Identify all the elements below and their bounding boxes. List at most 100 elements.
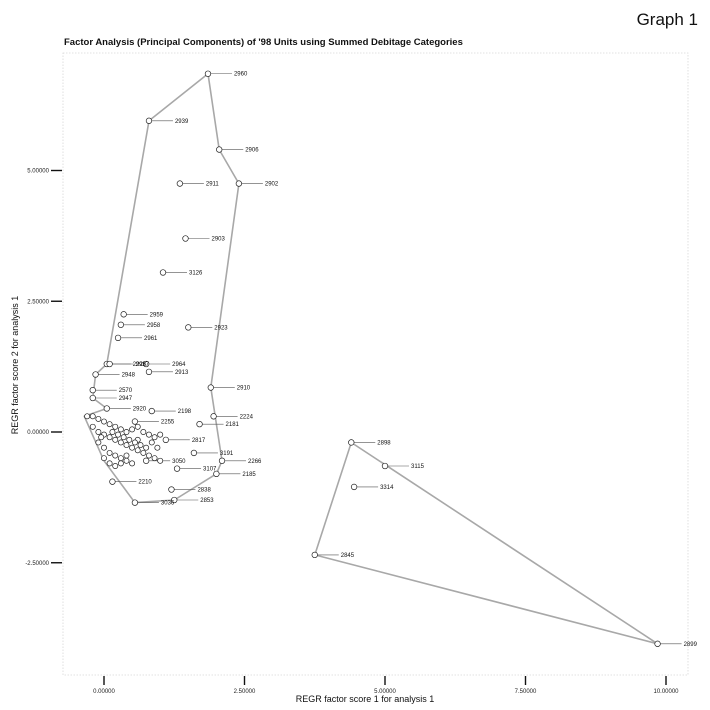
point-label: 2845	[341, 553, 355, 559]
cluster-point	[95, 439, 102, 446]
data-point	[207, 384, 214, 391]
data-point	[196, 421, 203, 428]
data-point	[92, 371, 99, 378]
cluster-point	[106, 434, 113, 441]
x-tick-label: 10.00000	[653, 689, 679, 695]
data-point	[210, 413, 217, 420]
cluster-point	[106, 449, 113, 456]
data-point	[218, 457, 226, 464]
cluster-point	[134, 423, 141, 430]
data-points	[84, 70, 661, 647]
cluster-point	[106, 460, 113, 467]
data-point	[120, 311, 127, 318]
data-point	[204, 70, 212, 77]
cluster-point	[120, 434, 127, 441]
label-connectors	[95, 73, 682, 645]
data-point	[168, 486, 175, 493]
cluster-point	[140, 429, 147, 435]
point-label: 2898	[377, 440, 391, 446]
cluster-point	[137, 442, 144, 449]
cluster-point	[117, 426, 124, 433]
cluster-point	[140, 449, 147, 456]
cluster-point	[112, 436, 119, 443]
cluster-point	[151, 434, 158, 441]
point-label: 3126	[189, 270, 203, 276]
data-point	[89, 387, 96, 394]
point-label: 3050	[172, 459, 186, 465]
cluster-point	[146, 431, 152, 438]
data-point	[162, 436, 169, 443]
data-point	[103, 405, 110, 412]
point-label: 2817	[192, 438, 206, 444]
point-label: 2937	[136, 362, 150, 368]
cluster-point	[115, 431, 122, 438]
data-point	[145, 368, 153, 376]
cluster-point	[151, 455, 158, 462]
y-tick-label: 5.00000	[27, 169, 49, 175]
cluster-point	[154, 444, 161, 451]
point-label: 2906	[245, 148, 259, 154]
cluster-point	[129, 460, 136, 467]
cluster-point	[106, 421, 113, 428]
x-tick-label: 0.00000	[93, 689, 115, 695]
hull-outlines	[83, 73, 659, 645]
cluster-point	[117, 439, 124, 446]
cluster-point	[95, 429, 102, 435]
cluster-point	[117, 460, 124, 467]
x-tick-label: 5.00000	[374, 689, 396, 695]
x-tick-label: 2.50000	[234, 689, 256, 695]
point-label: 2570	[119, 388, 133, 394]
data-point	[213, 470, 220, 477]
cluster-point	[126, 436, 133, 443]
point-label: 2181	[226, 422, 240, 428]
point-label: 3314	[380, 485, 394, 491]
point-label: 2255	[161, 420, 175, 426]
cluster-point	[148, 439, 155, 446]
data-point	[117, 321, 125, 328]
cluster-point	[101, 418, 107, 425]
y-tick-label: 0.00000	[27, 430, 49, 436]
cluster-point	[131, 439, 138, 446]
point-label: 3191	[220, 451, 234, 457]
cluster-point	[101, 455, 107, 462]
cluster-point	[123, 429, 130, 435]
point-label: 2928	[133, 362, 147, 368]
data-point	[106, 360, 113, 368]
data-point	[185, 324, 192, 331]
x-tick-label: 7.50000	[515, 689, 537, 695]
point-label: 2185	[242, 472, 256, 478]
data-point	[173, 465, 181, 472]
cluster-point	[157, 457, 164, 464]
data-point	[654, 640, 661, 647]
cluster-point	[123, 442, 130, 449]
cluster-point	[123, 452, 130, 459]
data-point	[131, 418, 139, 425]
data-point	[190, 449, 198, 457]
point-label: 2947	[119, 396, 133, 402]
point-label: 2913	[175, 370, 189, 376]
point-label: 2899	[684, 642, 698, 648]
point-label: 2960	[234, 72, 248, 78]
axes: -2.50000 0.00000 2.50000 5.00000 0.00000 2.50…	[25, 169, 679, 696]
cluster-point	[89, 413, 96, 420]
data-point	[235, 180, 243, 187]
point-label: 3115	[411, 464, 425, 470]
data-point	[216, 146, 223, 153]
y-axis-title: REGR factor score 2 for analysis 1	[10, 296, 20, 435]
point-label: 2911	[206, 182, 220, 188]
point-label: 2838	[197, 488, 211, 494]
cluster-point	[84, 413, 91, 420]
data-point	[142, 360, 150, 368]
point-label: 2902	[265, 182, 279, 188]
point-label: 2964	[172, 362, 186, 368]
data-point	[109, 478, 116, 485]
point-label: 2903	[211, 236, 225, 242]
point-label: 3036	[161, 501, 175, 507]
chart-title: Factor Analysis (Principal Components) o…	[64, 37, 463, 48]
cluster-point	[123, 457, 130, 464]
cluster-point	[95, 415, 102, 422]
data-point	[171, 496, 178, 504]
data-point	[350, 483, 358, 491]
data-point	[311, 551, 318, 559]
